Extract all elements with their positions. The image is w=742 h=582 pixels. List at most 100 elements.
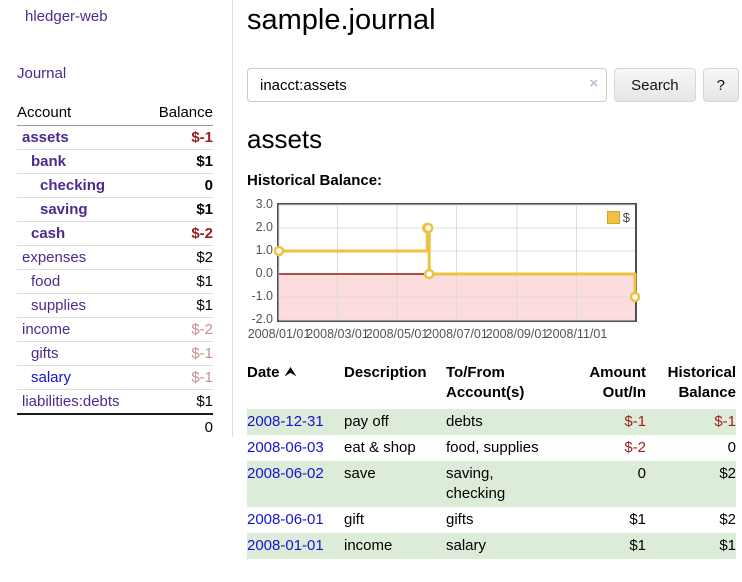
transaction-date-link[interactable]: 2008-06-03 — [247, 439, 324, 456]
x-axis-tick-label: 2008/01/01 — [247, 327, 311, 341]
register-row: 2008-01-01 income salary $1 $1 — [247, 533, 736, 559]
transaction-amount: $1 — [629, 537, 646, 554]
register-col-balance: Historical Balance — [667, 364, 736, 401]
chart-canvas — [273, 204, 641, 321]
transaction-description: gift — [344, 511, 365, 528]
account-link-checking[interactable]: checking — [40, 177, 106, 194]
transaction-balance: $1 — [719, 537, 736, 554]
y-axis-tick-label: 0.0 — [255, 266, 273, 280]
page-title: sample.journal — [247, 4, 436, 36]
account-link-supplies[interactable]: supplies — [31, 297, 87, 314]
account-balance: $-1 — [191, 129, 213, 146]
account-link-salary[interactable]: salary — [31, 369, 72, 386]
transaction-date-link[interactable]: 2008-06-02 — [247, 465, 324, 482]
transaction-description: pay off — [344, 413, 389, 430]
app-brand-link[interactable]: hledger-web — [25, 8, 108, 25]
y-axis-tick-label: 2.0 — [255, 220, 273, 234]
y-axis-tick-label: -2.0 — [251, 312, 273, 326]
x-axis-tick-label: 2008/05/01 — [365, 327, 429, 341]
transaction-description: eat & shop — [344, 439, 416, 456]
accounts-col-account: Account — [17, 104, 72, 121]
chart-plot-area[interactable]: $ — [273, 203, 641, 322]
accounts-total-value: 0 — [204, 419, 213, 436]
account-link-cash[interactable]: cash — [31, 225, 66, 242]
transaction-accounts: saving, checking — [446, 465, 506, 502]
account-link-expenses[interactable]: expenses — [22, 249, 87, 266]
transaction-accounts: salary — [446, 537, 487, 554]
register-col-description: Description — [344, 364, 427, 381]
register-table-body: 2008-12-31 pay off debts $-1 $-1 2008-06-03 ea… — [247, 409, 736, 559]
account-balance: $-1 — [191, 345, 213, 362]
account-link-assets[interactable]: assets — [22, 129, 69, 146]
register-col-date[interactable]: Date — [247, 361, 344, 409]
account-row: salary $-1 — [17, 365, 213, 390]
accounts-total-row: 0 — [17, 414, 213, 440]
chart-title: Historical Balance: — [247, 172, 383, 189]
register-col-accounts: To/From Account(s) — [446, 364, 525, 401]
transaction-amount: $1 — [629, 511, 646, 528]
account-row: liabilities:debts $1 — [17, 389, 213, 415]
register-row: 2008-06-03 eat & shop food, supplies $-2 0 — [247, 435, 736, 461]
transaction-description: income — [344, 537, 393, 554]
account-row: saving $1 — [17, 197, 213, 222]
chart-legend: $ — [604, 209, 632, 226]
account-balance: $2 — [196, 249, 213, 266]
account-link-income[interactable]: income — [22, 321, 71, 338]
account-link-saving[interactable]: saving — [40, 201, 88, 218]
transaction-accounts: food, supplies — [446, 439, 539, 456]
transaction-date-link[interactable]: 2008-06-01 — [247, 511, 324, 528]
account-link-food[interactable]: food — [31, 273, 61, 290]
help-button[interactable]: ? — [702, 68, 739, 102]
sidebar: hledger-web Journal Account Balance asse… — [0, 0, 233, 437]
x-axis-tick-label: 2008/07/01 — [425, 327, 488, 341]
main-content: sample.journal × Search ? assets Histori… — [247, 0, 739, 559]
y-axis-tick-label: -1.0 — [251, 289, 273, 303]
account-balance: $-1 — [191, 369, 213, 386]
historical-balance-chart: $ 3.0 2.0 1.0 0.0 -1.0 -2.0 2008/01/01 2008/03… — [247, 197, 739, 342]
account-row: supplies $1 — [17, 293, 213, 318]
x-axis-tick-label: 2008/09/01 — [485, 327, 549, 341]
transaction-balance: 0 — [727, 439, 736, 456]
account-link-bank[interactable]: bank — [31, 153, 67, 170]
account-balance: $1 — [196, 297, 213, 314]
transaction-amount: $-2 — [624, 439, 646, 456]
y-axis-tick-label: 3.0 — [255, 197, 273, 211]
search-input[interactable] — [247, 68, 608, 102]
account-link-liabilities-debts[interactable]: liabilities:debts — [22, 393, 120, 410]
sidebar-item-journal[interactable]: Journal — [17, 65, 67, 82]
account-heading: assets — [247, 124, 323, 154]
account-row: food $1 — [17, 269, 213, 294]
accounts-col-balance: Balance — [158, 104, 213, 121]
transaction-description: save — [344, 465, 376, 482]
account-row: bank $1 — [17, 149, 213, 174]
transaction-balance: $-1 — [714, 413, 736, 430]
transaction-balance: $2 — [719, 511, 736, 528]
account-row: gifts $-1 — [17, 341, 213, 366]
accounts-table-body: assets $-1 bank $1 checking 0 saving $1 cash $-2 e… — [17, 126, 213, 415]
x-axis-tick-label: 2008/11/01 — [545, 327, 608, 341]
sort-asc-icon — [284, 363, 297, 383]
account-link-gifts[interactable]: gifts — [31, 345, 59, 362]
account-balance: $1 — [196, 393, 213, 410]
account-balance: $-2 — [191, 225, 213, 242]
account-row: checking 0 — [17, 173, 213, 198]
account-balance: $-2 — [191, 321, 213, 338]
register-table: Date Description To/From Account(s) Amou… — [247, 361, 736, 559]
register-row: 2008-06-01 gift gifts $1 $2 — [247, 507, 736, 533]
account-balance: $1 — [196, 153, 213, 170]
transaction-accounts: gifts — [446, 511, 474, 528]
transaction-date-link[interactable]: 2008-01-01 — [247, 537, 324, 554]
account-balance: 0 — [204, 177, 213, 194]
search-box: × — [247, 68, 608, 102]
account-row: expenses $2 — [17, 245, 213, 270]
search-button[interactable]: Search — [614, 68, 696, 102]
transaction-date-link[interactable]: 2008-12-31 — [247, 413, 324, 430]
y-axis-tick-label: 1.0 — [255, 243, 273, 257]
register-row: 2008-12-31 pay off debts $-1 $-1 — [247, 409, 736, 435]
legend-swatch-icon — [606, 211, 620, 224]
register-row: 2008-06-02 save saving, checking 0 $2 — [247, 461, 736, 507]
clear-search-icon[interactable]: × — [589, 75, 599, 92]
x-axis-tick-label: 2008/03/01 — [306, 327, 369, 341]
account-row: income $-2 — [17, 317, 213, 342]
account-row: assets $-1 — [17, 126, 213, 150]
